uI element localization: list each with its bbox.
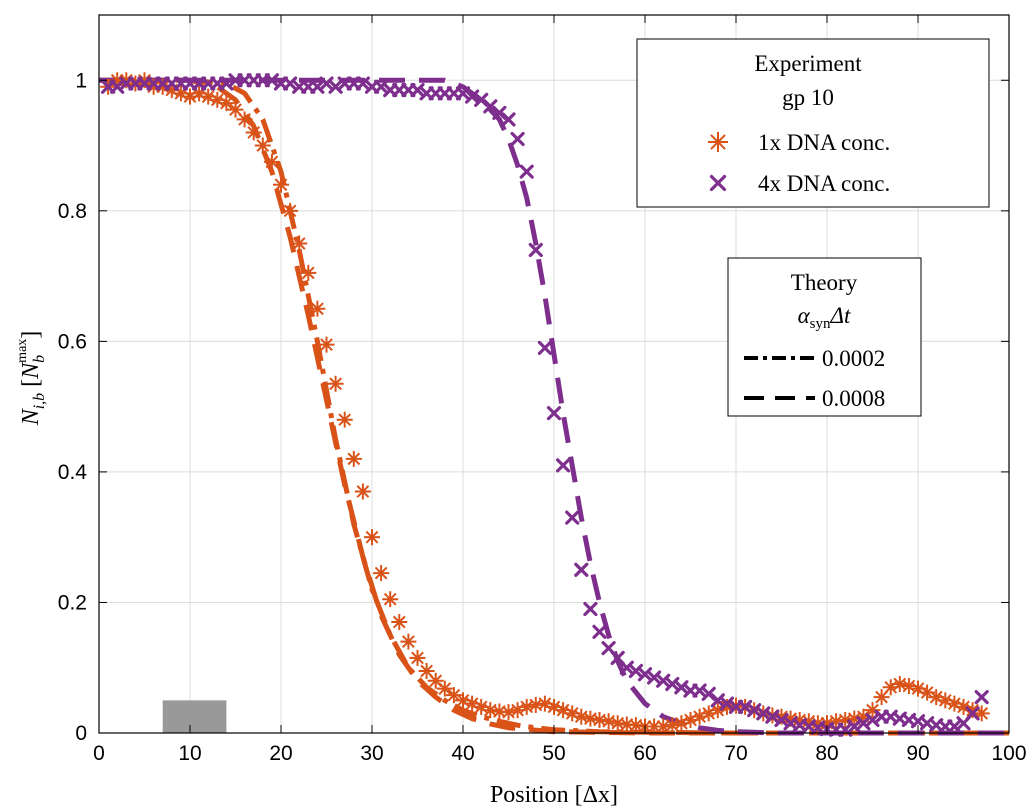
x-tick-label-5: 50 <box>542 742 565 765</box>
y-axis-label: Ni,b [Nbmax] <box>15 331 48 427</box>
point-1x-34 <box>409 649 426 666</box>
x-tick-label-9: 90 <box>906 742 929 765</box>
legend-experiment-entry-1x: 1x DNA conc. <box>758 130 890 155</box>
point-4x-47 <box>528 242 543 258</box>
point-1x-14 <box>227 101 244 118</box>
point-1x-32 <box>391 614 408 631</box>
point-4x-46 <box>519 164 534 179</box>
x-tick-label-3: 30 <box>360 742 383 765</box>
y-tick-label-4: 0.8 <box>58 200 87 223</box>
point-4x-51 <box>565 510 580 525</box>
point-1x-38 <box>445 687 462 704</box>
point-1x-31 <box>382 591 399 608</box>
point-1x-27 <box>345 450 362 467</box>
point-1x-23 <box>309 300 326 317</box>
x-tick-label-6: 60 <box>633 742 656 765</box>
legend-experiment-title-2: gp 10 <box>782 85 834 110</box>
legend-theory-title-1: Theory <box>791 270 858 295</box>
y-tick-label-2: 0.4 <box>58 461 88 484</box>
series-layer <box>99 72 1009 737</box>
legend-experiment-entry-4x: 4x DNA conc. <box>758 171 890 196</box>
x-tick-label-10: 100 <box>991 742 1026 765</box>
legend-asterisk-mark <box>708 132 728 152</box>
x-tick-label-2: 20 <box>269 742 292 765</box>
point-1x-37 <box>436 680 453 697</box>
point-4x-95 <box>965 706 980 721</box>
point-4x-50 <box>555 458 571 473</box>
legend-theory-title-2: αsynΔt <box>798 303 851 332</box>
legend-theory-entry-0002: 0.0002 <box>822 346 885 371</box>
point-1x-24 <box>318 336 335 353</box>
point-1x-20 <box>282 202 299 219</box>
point-4x-45 <box>510 131 525 147</box>
legend-theory-entry-0008: 0.0008 <box>822 386 885 411</box>
point-4x-54 <box>592 624 607 639</box>
point-4x-53 <box>583 601 598 617</box>
x-axis-label: Position [Δx] <box>490 782 618 808</box>
legend-experiment: Experiment gp 10 1x DNA conc. 4x DNA con… <box>636 38 990 208</box>
legend-experiment-marker-4x <box>709 174 727 192</box>
point-1x-39 <box>455 692 471 709</box>
point-4x-48 <box>537 340 553 355</box>
point-1x-18 <box>263 153 280 170</box>
point-1x-35 <box>418 662 435 679</box>
x-tick-label-0: 0 <box>93 742 105 765</box>
point-1x-22 <box>300 264 317 281</box>
y-tick-label-3: 0.6 <box>58 330 87 353</box>
point-1x-19 <box>273 176 289 193</box>
point-4x-96 <box>974 689 989 705</box>
y-tick-label-0: 0 <box>75 722 87 745</box>
point-1x-26 <box>336 411 353 428</box>
series-1 <box>100 73 989 737</box>
point-1x-25 <box>327 375 344 392</box>
point-4x-66 <box>701 686 716 701</box>
svg-text:Ni,b [Nbmax]: Ni,b [Nbmax] <box>15 331 48 427</box>
x-tick-label-8: 80 <box>815 742 838 765</box>
point-1x-15 <box>236 111 253 128</box>
point-1x-29 <box>364 529 380 546</box>
point-1x-28 <box>354 483 371 500</box>
y-tick-label-5: 1 <box>75 69 87 92</box>
point-4x-49 <box>546 406 562 421</box>
x-tick-label-1: 10 <box>178 742 201 765</box>
point-1x-62 <box>664 717 681 734</box>
point-1x-21 <box>291 235 308 252</box>
x-tick-label-4: 40 <box>451 742 474 765</box>
point-4x-52 <box>574 562 589 577</box>
point-1x-16 <box>245 124 262 141</box>
ticks: 0 10 20 30 40 50 60 70 80 90 100 0 0.2 0.4 0.6 0.8 1 <box>58 15 1027 765</box>
point-1x-33 <box>400 633 417 650</box>
theory-line-4 <box>99 77 1009 736</box>
legend-x-mark <box>709 174 727 192</box>
point-1x-85 <box>873 689 890 706</box>
legend-experiment-marker-1x <box>708 132 728 152</box>
shaded-region <box>162 700 227 733</box>
point-4x-41 <box>474 92 489 107</box>
point-1x-17 <box>254 137 271 154</box>
point-1x-30 <box>373 565 390 582</box>
legend-experiment-title-1: Experiment <box>754 51 862 76</box>
x-tick-label-7: 70 <box>724 742 747 765</box>
point-4x-42 <box>483 99 498 114</box>
point-4x-43 <box>492 105 507 121</box>
y-tick-label-1: 0.2 <box>58 591 87 614</box>
point-4x-44 <box>501 112 516 127</box>
legend-theory: Theory αsynΔt 0.0002 0.0008 <box>727 257 922 417</box>
point-1x-13 <box>218 95 235 112</box>
